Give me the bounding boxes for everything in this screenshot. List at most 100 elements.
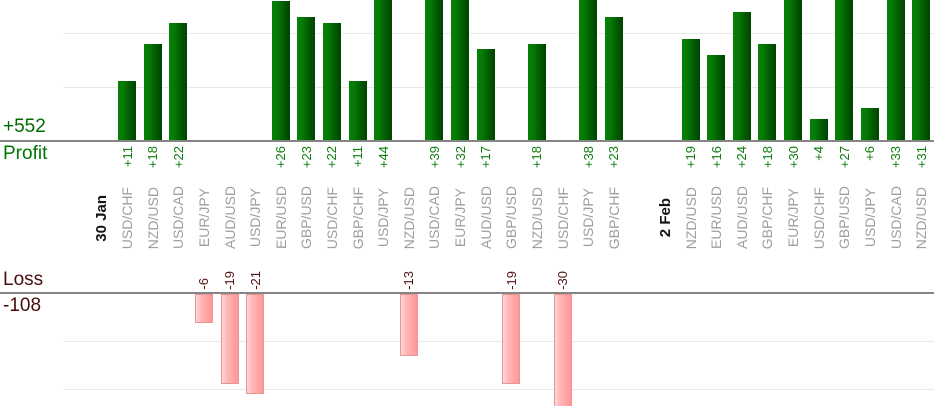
profit-bar[interactable]	[912, 0, 931, 140]
pair-label: USD/CHF	[550, 184, 576, 252]
loss-series-label: Loss	[3, 269, 44, 290]
pair-label-text: EUR/JPY	[785, 188, 802, 248]
pair-label-text: USD/JPY	[375, 188, 392, 248]
pair-label: USD/JPY	[575, 184, 601, 252]
profit-value-label-text: +33	[888, 146, 904, 169]
profit-bar[interactable]	[271, 1, 290, 140]
profit-bar[interactable]	[604, 17, 623, 140]
profit-value-label: +38	[575, 146, 601, 182]
pair-label-text: USD/CHF	[323, 186, 340, 250]
profit-bar[interactable]	[451, 0, 470, 140]
loss-bar[interactable]	[399, 294, 418, 356]
profit-value-label: +11	[114, 146, 140, 182]
profit-value-label: +18	[524, 146, 550, 182]
profit-bar[interactable]	[860, 108, 879, 140]
profit-bar[interactable]	[579, 0, 598, 140]
loss-gridline-20	[63, 389, 934, 390]
pair-label: EUR/USD	[703, 184, 729, 252]
profit-bar[interactable]	[169, 22, 188, 140]
pair-label: EUR/JPY	[191, 184, 217, 252]
profit-bar[interactable]	[527, 44, 546, 140]
profit-value-label: +26	[268, 146, 294, 182]
profit-bar[interactable]	[374, 0, 393, 140]
pair-label-text: USD/CHF	[119, 186, 136, 250]
pair-label: GBP/USD	[499, 184, 525, 252]
pair-label-text: EUR/USD	[272, 186, 289, 250]
profit-value-label-text: +18	[759, 146, 775, 169]
pair-label: USD/JPY	[857, 184, 883, 252]
profit-plot-area	[63, 0, 934, 140]
pair-label-text: NZD/USD	[528, 186, 545, 250]
loss-bar[interactable]	[220, 294, 239, 385]
loss-bar[interactable]	[502, 294, 521, 385]
profit-value-label: +30	[780, 146, 806, 182]
pair-label: USD/CAD	[422, 184, 448, 252]
profit-value-label-text: +22	[170, 146, 186, 169]
loss-value-label: -13	[396, 256, 422, 290]
date-label-text: 30 Jan	[92, 194, 110, 242]
profit-bar[interactable]	[732, 12, 751, 140]
profit-bar[interactable]	[784, 0, 803, 140]
pair-label: GBP/CHF	[601, 184, 627, 252]
pair-label: USD/CAD	[165, 184, 191, 252]
profit-bar[interactable]	[322, 22, 341, 140]
pair-label-text: USD/JPY	[247, 188, 264, 248]
profit-bar[interactable]	[681, 38, 700, 140]
pair-label: USD/CHF	[319, 184, 345, 252]
profit-value-label: +39	[422, 146, 448, 182]
loss-bar[interactable]	[194, 294, 213, 323]
profit-bar[interactable]	[348, 81, 367, 140]
loss-value-label: -19	[499, 256, 525, 290]
loss-bar[interactable]	[246, 294, 265, 394]
profit-value-label-text: +32	[452, 146, 468, 169]
profit-bar[interactable]	[707, 54, 726, 140]
profit-bar[interactable]	[425, 0, 444, 140]
profit-bar[interactable]	[835, 0, 854, 140]
date-label: 2 Feb	[652, 184, 678, 252]
profit-value-label-text: +39	[426, 146, 442, 169]
pair-label: EUR/JPY	[447, 184, 473, 252]
loss-value-label-text: -13	[401, 271, 417, 290]
loss-value-label-text: -19	[503, 271, 519, 290]
pair-label: USD/JPY	[242, 184, 268, 252]
loss-value-label: -19	[217, 256, 243, 290]
profit-bar[interactable]	[886, 0, 905, 140]
pair-label: NZD/USD	[908, 184, 934, 252]
pair-label: AUD/USD	[217, 184, 243, 252]
loss-gridline-10	[63, 341, 934, 342]
loss-bar[interactable]	[553, 294, 572, 406]
profit-value-label-text: +38	[580, 146, 596, 169]
profit-bar[interactable]	[809, 118, 828, 140]
pair-label-text: USD/CAD	[170, 186, 187, 250]
profit-value-label: +27	[832, 146, 858, 182]
profit-value-label-text: +30	[785, 146, 801, 169]
profit-value-label-text: +19	[683, 146, 699, 169]
loss-value-label-text: -30	[555, 271, 571, 290]
loss-axis-line	[0, 292, 934, 294]
date-label: 30 Jan	[89, 184, 115, 252]
profit-value-label: +18	[755, 146, 781, 182]
loss-plot-area	[63, 294, 934, 406]
loss-value-label: -30	[550, 256, 576, 290]
profit-value-label-text: +6	[862, 146, 878, 161]
profit-value-label-text: +31	[913, 146, 929, 169]
profit-bar[interactable]	[758, 44, 777, 140]
date-label-text: 2 Feb	[656, 198, 674, 238]
profit-value-label: +16	[703, 146, 729, 182]
profit-value-label: +22	[165, 146, 191, 182]
loss-value-label-text: -21	[247, 271, 263, 290]
profit-value-label: +18	[140, 146, 166, 182]
pair-label: GBP/USD	[832, 184, 858, 252]
profit-bar[interactable]	[297, 17, 316, 140]
profit-bar[interactable]	[143, 44, 162, 140]
profit-value-label: +31	[908, 146, 934, 182]
profit-value-label-text: +4	[811, 146, 827, 161]
pair-label: USD/CAD	[883, 184, 909, 252]
profit-bar[interactable]	[118, 81, 137, 140]
profit-bar[interactable]	[476, 49, 495, 140]
profit-value-label: +6	[857, 146, 883, 182]
loss-value-label-text: -19	[222, 271, 237, 290]
pair-label-text: EUR/JPY	[452, 188, 469, 248]
pair-label: NZD/USD	[678, 184, 704, 252]
